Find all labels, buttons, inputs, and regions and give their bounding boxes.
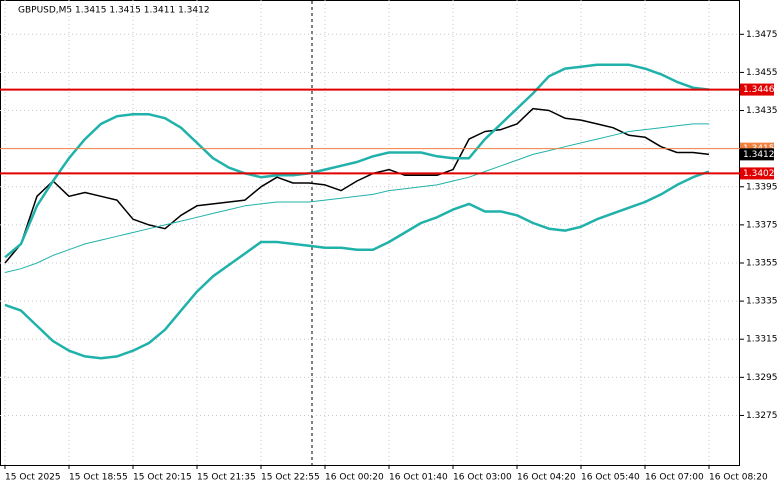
series-line — [4, 170, 710, 360]
price-label-bg — [740, 148, 774, 161]
y-tick-label: 1.3335 — [746, 297, 778, 307]
x-tick-label: 16 Oct 01:40 — [389, 473, 448, 483]
x-tick-label: 15 Oct 18:55 — [69, 473, 128, 483]
y-tick-label: 1.3475 — [746, 30, 778, 40]
price-label-bg — [740, 167, 774, 180]
x-tick-label: 16 Oct 04:20 — [517, 473, 576, 483]
price-label: 1.3402 — [743, 169, 775, 179]
x-tick-label: 16 Oct 08:20 — [709, 473, 768, 483]
x-tick-label: 15 Oct 20:15 — [133, 473, 192, 483]
y-tick-label: 1.3295 — [746, 373, 778, 383]
x-tick-label: 15 Oct 2025 — [5, 473, 61, 483]
plot-frame — [0, 0, 740, 466]
y-tick-label: 1.3435 — [746, 106, 778, 116]
series-line — [4, 123, 709, 273]
y-tick-label: 1.3455 — [746, 68, 778, 78]
price-label: 1.3412 — [743, 150, 775, 160]
x-tick-label: 15 Oct 22:55 — [261, 473, 320, 483]
y-tick-label: 1.3355 — [746, 258, 778, 268]
series-line — [4, 107, 710, 264]
price-label: 1.3446 — [743, 85, 775, 95]
chart-title: GBPUSD,M5 1.3415 1.3415 1.3411 1.3412 — [18, 6, 210, 16]
x-tick-label: 16 Oct 05:40 — [581, 473, 640, 483]
y-tick-label: 1.3275 — [746, 411, 778, 421]
price-label-bg — [740, 83, 774, 96]
series-line — [4, 63, 710, 259]
x-tick-label: 16 Oct 00:20 — [325, 473, 384, 483]
x-tick-label: 16 Oct 07:00 — [645, 473, 704, 483]
y-tick-label: 1.3395 — [746, 182, 778, 192]
x-tick-label: 15 Oct 21:35 — [197, 473, 256, 483]
x-tick-label: 16 Oct 03:00 — [453, 473, 512, 483]
y-tick-label: 1.3315 — [746, 335, 778, 345]
y-tick-label: 1.3375 — [746, 220, 778, 230]
